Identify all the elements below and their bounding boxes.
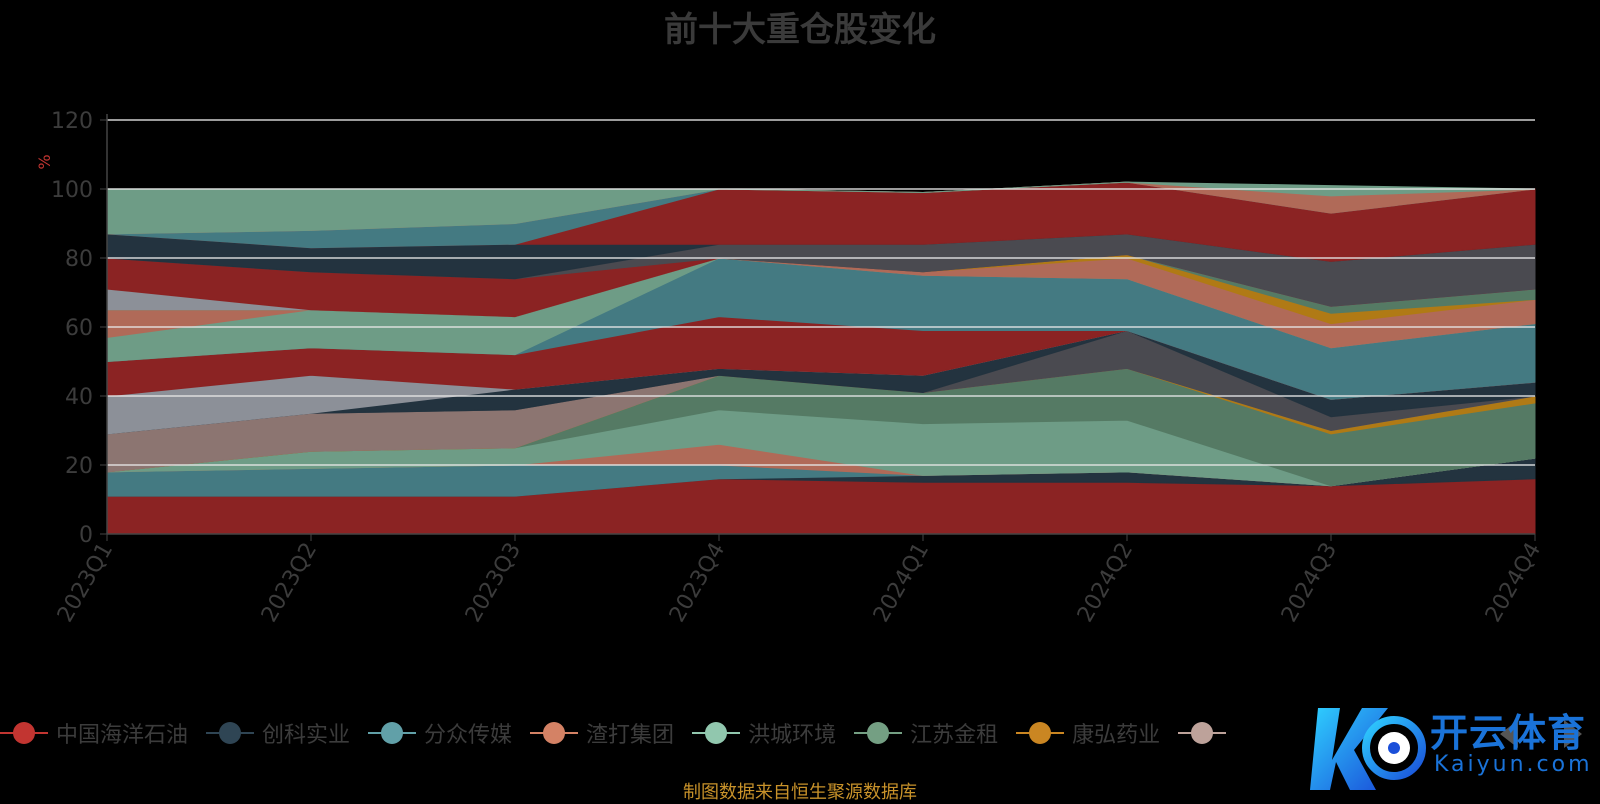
legend-marker-icon	[0, 718, 48, 748]
x-tick-label: 2024Q1	[869, 539, 934, 627]
x-tick-label: 2023Q1	[53, 539, 118, 627]
y-tick-label: 0	[79, 523, 93, 548]
legend-label: 中国海洋石油	[56, 723, 189, 748]
legend-label: 创科实业	[262, 723, 351, 748]
legend-label: 康弘药业	[1072, 723, 1161, 748]
legend-item[interactable]: 中国海洋石油	[0, 715, 188, 751]
y-tick-label: 120	[51, 109, 93, 134]
y-tick-label: 80	[65, 247, 93, 272]
y-tick-label: 40	[65, 385, 93, 410]
legend-next-icon[interactable]	[1564, 720, 1582, 748]
legend-item[interactable]: 渣打集团	[530, 715, 674, 751]
legend-item[interactable]: 创科实业	[206, 715, 350, 751]
legend-pager	[1500, 718, 1600, 752]
legend-marker-icon	[1178, 718, 1227, 748]
chart-area: 0 20 40 60 80 100 120 2023Q1 2023Q2 2023Q3 2023Q4 2…	[35, 109, 1546, 627]
watermark-logo: 开云体育 Kaiyun.com	[1310, 690, 1600, 800]
x-tick-label: 2023Q3	[461, 539, 526, 627]
legend-marker-icon	[206, 718, 255, 748]
watermark-k-icon	[1310, 708, 1426, 790]
legend-marker-icon	[692, 718, 741, 748]
y-tick-label: 20	[65, 454, 93, 479]
legend-marker-icon	[854, 718, 903, 748]
legend: 中国海洋石油 创科实业 分众传媒 渣打集团 洪城环境 江苏金租 康弘药业	[0, 715, 1520, 751]
x-tick-label: 2024Q2	[1073, 539, 1138, 627]
legend-label: 洪城环境	[748, 723, 837, 748]
legend-label: 渣打集团	[586, 723, 675, 748]
legend-marker-icon	[1016, 718, 1065, 748]
legend-marker-icon	[368, 718, 417, 748]
legend-item[interactable]: 江苏金租	[854, 715, 998, 751]
x-tick-label: 2024Q3	[1277, 539, 1342, 627]
legend-prev-icon[interactable]	[1500, 720, 1518, 748]
legend-item[interactable]: 康弘药业	[1016, 715, 1160, 751]
legend-item[interactable]: 洪城环境	[692, 715, 836, 751]
areas-layer	[106, 181, 1536, 535]
source-note: 制图数据来自恒生聚源数据库	[683, 782, 917, 803]
legend-item[interactable]	[1178, 715, 1234, 751]
watermark-subtext: Kaiyun.com	[1434, 752, 1593, 777]
legend-marker-icon	[530, 718, 579, 748]
x-tick-label: 2024Q4	[1481, 539, 1546, 627]
y-axis-label: %	[35, 154, 54, 169]
legend-label: 分众传媒	[424, 723, 513, 748]
x-tick-label: 2023Q2	[257, 539, 322, 627]
y-tick-label: 100	[51, 178, 93, 203]
chart-title: 前十大重仓股变化	[664, 10, 936, 50]
watermark-text: 开云体育	[1430, 711, 1587, 755]
legend-label: 江苏金租	[910, 723, 999, 748]
legend-item[interactable]: 分众传媒	[368, 715, 512, 751]
y-tick-label: 60	[65, 316, 93, 341]
grid-layer	[107, 119, 1535, 466]
x-tick-label: 2023Q4	[665, 539, 730, 627]
